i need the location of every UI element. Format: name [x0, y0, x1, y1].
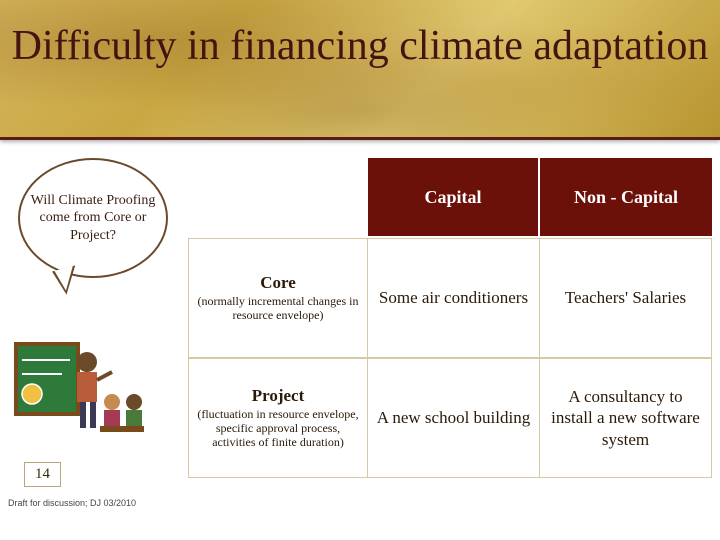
row-title-core: Core	[260, 273, 296, 293]
page-title: Difficulty in financing climate adaptati…	[0, 0, 720, 70]
col-header-noncapital: Non - Capital	[540, 158, 712, 238]
teacher-clipart	[12, 340, 147, 450]
cell-core-noncapital: Teachers' Salaries	[540, 238, 712, 358]
cell-project-capital: A new school building	[368, 358, 540, 478]
row-title-project: Project	[252, 386, 305, 406]
empty-header-cell	[188, 158, 368, 238]
row-header-core: Core (normally incremental changes in re…	[188, 238, 368, 358]
page-number: 14	[24, 462, 61, 487]
row-desc-project: (fluctuation in resource envelope, speci…	[197, 408, 359, 449]
row-header-project: Project (fluctuation in resource envelop…	[188, 358, 368, 478]
speech-bubble-text: Will Climate Proofing come from Core or …	[28, 192, 158, 245]
col-header-capital: Capital	[368, 158, 540, 238]
title-band: Difficulty in financing climate adaptati…	[0, 0, 720, 140]
funding-matrix: Capital Non - Capital Core (normally inc…	[188, 158, 712, 478]
footer-note: Draft for discussion; DJ 03/2010	[8, 498, 136, 508]
speech-bubble: Will Climate Proofing come from Core or …	[18, 158, 168, 278]
cell-project-noncapital: A consultancy to install a new software …	[540, 358, 712, 478]
row-desc-core: (normally incremental changes in resourc…	[197, 295, 359, 323]
cell-core-capital: Some air conditioners	[368, 238, 540, 358]
